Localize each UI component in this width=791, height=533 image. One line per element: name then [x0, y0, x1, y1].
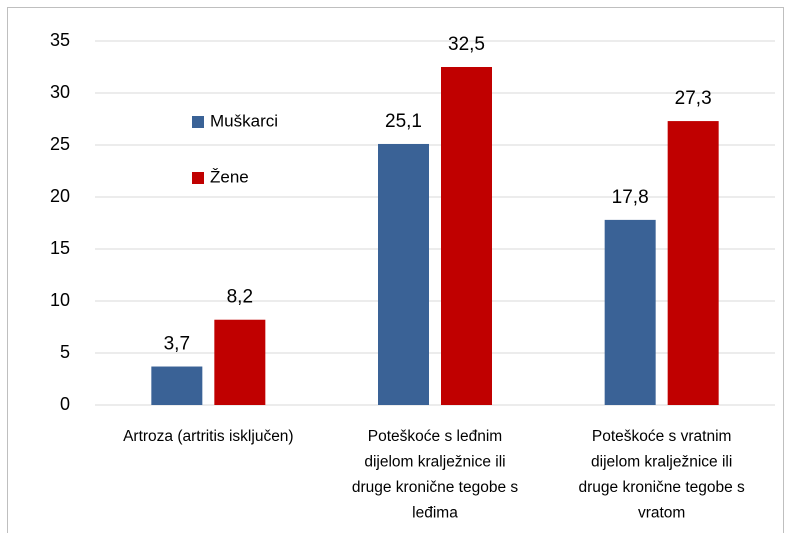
y-tick-label: 25: [50, 134, 70, 154]
legend-swatch: [192, 116, 204, 128]
legend-swatch: [192, 172, 204, 184]
x-tick-label: dijelom kralježnice ili: [591, 454, 732, 471]
data-label: 25,1: [385, 111, 422, 132]
data-label: 3,7: [164, 334, 190, 355]
bar: [378, 143, 429, 405]
bar: [151, 366, 203, 405]
data-label: 17,8: [612, 187, 649, 208]
chart-border: [7, 7, 784, 533]
legend-label: Muškarci: [210, 111, 278, 130]
x-tick-label: druge kronične tegobe s: [352, 479, 519, 496]
y-tick-label: 5: [60, 342, 70, 362]
legend-label: Žene: [210, 167, 249, 186]
x-tick-label: Artroza (artritis isključen): [123, 428, 294, 445]
x-tick-label: leđima: [412, 505, 458, 522]
y-tick-label: 35: [50, 30, 70, 50]
y-tick-label: 0: [60, 394, 70, 414]
bar: [441, 67, 492, 405]
data-label: 32,5: [448, 34, 485, 55]
x-tick-label: dijelom kralježnice ili: [364, 454, 505, 471]
y-tick-label: 20: [50, 186, 70, 206]
x-tick-label: Poteškoće s leđnim: [368, 428, 502, 445]
data-label: 27,3: [675, 88, 712, 109]
x-tick-label: vratom: [638, 505, 685, 522]
data-label: 8,2: [227, 287, 253, 308]
x-tick-label: Poteškoće s vratnim: [592, 428, 732, 445]
y-tick-label: 30: [50, 82, 70, 102]
y-tick-label: 15: [50, 238, 70, 258]
bar: [604, 219, 656, 405]
x-tick-label: druge kronične tegobe s: [579, 479, 746, 496]
bar: [214, 319, 266, 405]
y-tick-label: 10: [50, 290, 70, 310]
bar: [667, 121, 719, 405]
